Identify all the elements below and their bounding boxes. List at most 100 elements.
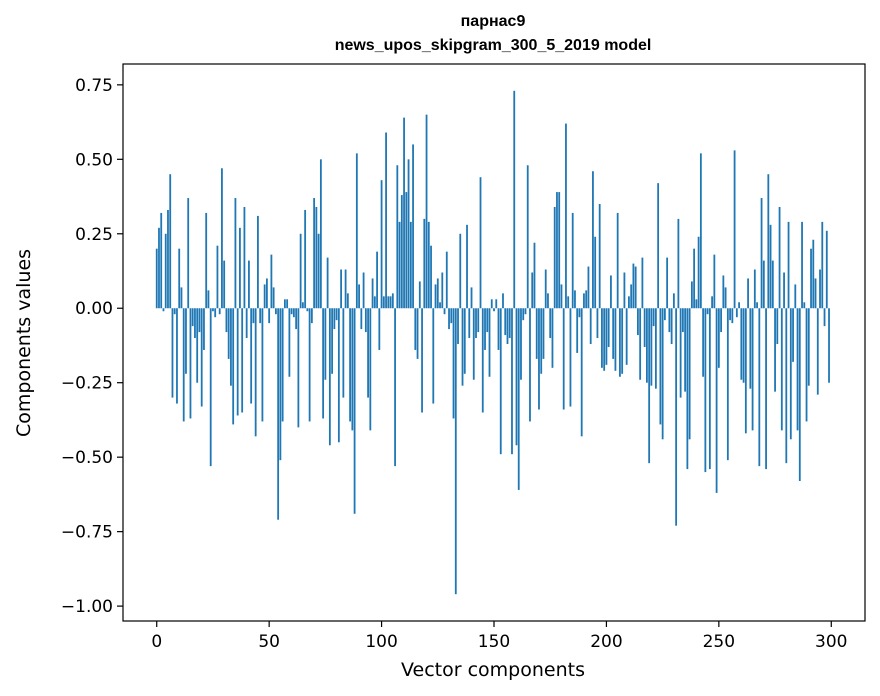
bar-11 (180, 287, 183, 309)
bar-1 (158, 227, 160, 309)
bar-279 (783, 272, 785, 309)
bar-294 (816, 308, 819, 395)
bar-274 (771, 260, 774, 309)
bar-259 (738, 302, 740, 309)
bar-295 (819, 269, 821, 309)
bar-123 (432, 308, 435, 404)
bar-261 (742, 308, 745, 383)
bar-212 (632, 263, 635, 309)
bar-196 (596, 308, 599, 339)
bar-105 (391, 293, 394, 309)
bar-124 (434, 284, 437, 309)
bar-12 (182, 308, 185, 422)
bar-224 (659, 308, 662, 425)
bar-2 (160, 212, 163, 309)
bar-95 (369, 308, 372, 431)
bar-280 (785, 308, 788, 464)
bar-166 (529, 308, 531, 422)
bar-273 (769, 224, 772, 309)
bar-214 (637, 308, 639, 336)
bar-143 (477, 308, 480, 333)
bar-71 (315, 206, 318, 309)
bar-49 (266, 278, 268, 309)
y-tick-label: −0.50 (61, 448, 113, 468)
y-tick-label: 0.25 (75, 225, 113, 245)
bar-27 (216, 245, 219, 309)
x-tick-label: 200 (590, 632, 622, 652)
bar-22 (205, 212, 208, 309)
bar-31 (225, 308, 228, 333)
bar-116 (416, 308, 419, 359)
bar-220 (650, 308, 653, 386)
bar-169 (535, 308, 538, 359)
bar-52 (272, 287, 275, 309)
bar-183 (567, 296, 570, 309)
bar-15 (189, 308, 192, 419)
bar-23 (207, 290, 210, 309)
bar-162 (520, 308, 522, 380)
bar-184 (569, 308, 572, 407)
bar-192 (587, 266, 590, 309)
bar-89 (355, 153, 358, 309)
bar-241 (697, 236, 700, 309)
bar-136 (461, 308, 464, 386)
x-axis-label: Vector components (401, 659, 585, 681)
bar-156 (506, 308, 509, 344)
bar-13 (185, 308, 187, 374)
bar-246 (708, 308, 711, 470)
x-tick-label: 100 (365, 632, 397, 652)
bar-53 (275, 308, 277, 315)
bar-7 (171, 308, 174, 398)
bar-173 (544, 269, 547, 309)
bar-175 (549, 308, 552, 339)
bar-3 (162, 308, 165, 312)
bar-230 (672, 293, 675, 309)
bar-153 (499, 308, 502, 455)
bar-28 (218, 308, 221, 315)
bar-232 (677, 218, 680, 309)
bar-126 (439, 302, 441, 309)
bar-233 (679, 308, 682, 398)
bar-80 (335, 308, 338, 321)
bar-130 (448, 308, 450, 330)
x-tick-label: 50 (258, 632, 280, 652)
bar-142 (475, 308, 477, 339)
bar-168 (533, 242, 536, 309)
bar-42 (250, 308, 253, 404)
bar-216 (641, 257, 644, 309)
bar-211 (630, 284, 633, 309)
bar-146 (484, 308, 486, 350)
bar-20 (200, 308, 203, 407)
bar-84 (344, 269, 347, 309)
bar-59 (288, 308, 291, 377)
bar-209 (625, 308, 628, 365)
bar-277 (778, 206, 781, 309)
bar-170 (538, 308, 540, 410)
bar-108 (398, 221, 401, 309)
bar-51 (270, 254, 273, 309)
bar-155 (504, 308, 507, 336)
bar-47 (261, 308, 264, 422)
bar-237 (688, 308, 691, 440)
bar-284 (794, 284, 797, 309)
y-tick-label: 0.50 (75, 150, 113, 170)
bar-238 (690, 281, 693, 309)
bar-102 (385, 132, 387, 309)
bar-159 (513, 90, 516, 309)
bar-181 (562, 308, 565, 410)
bar-107 (396, 165, 399, 309)
bar-203 (612, 308, 615, 359)
bar-129 (445, 251, 448, 309)
bar-67 (306, 308, 309, 312)
bar-242 (699, 153, 702, 309)
bar-83 (342, 308, 345, 398)
bar-64 (299, 233, 302, 309)
bar-139 (468, 308, 471, 339)
bar-131 (450, 308, 453, 324)
bar-189 (580, 308, 583, 437)
bar-56 (281, 308, 284, 422)
bar-57 (283, 299, 286, 309)
bar-161 (517, 308, 520, 490)
bar-0 (155, 248, 158, 309)
bar-72 (317, 233, 320, 309)
